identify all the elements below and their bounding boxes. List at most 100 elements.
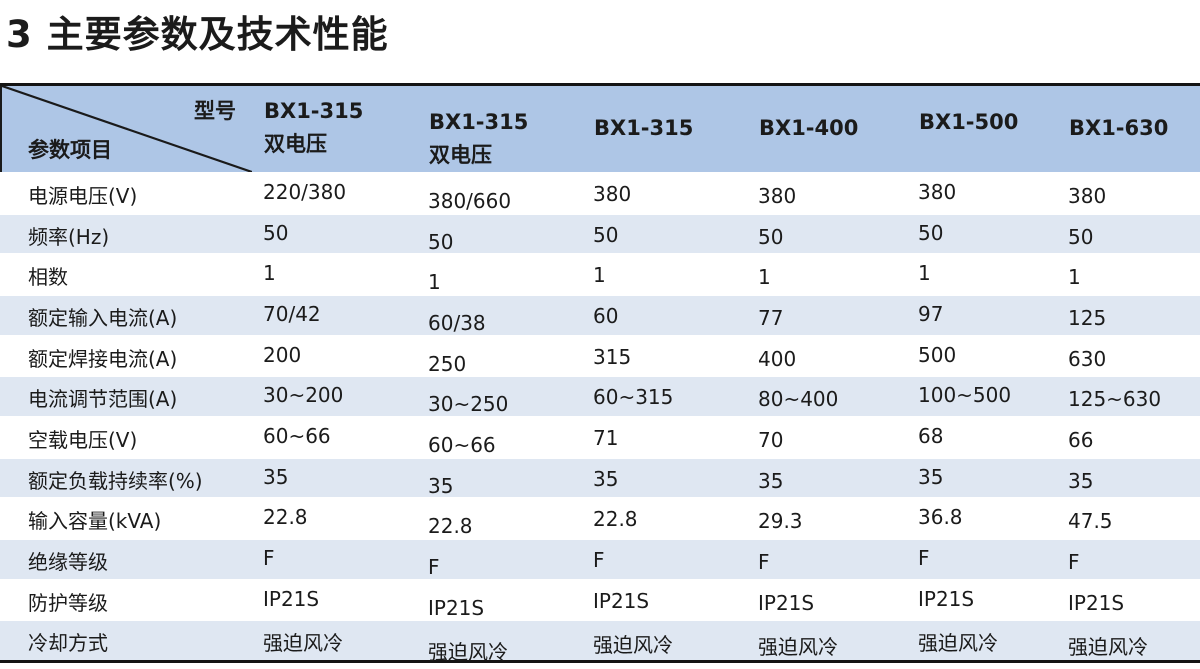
cell-value: 125~630 [1068,387,1162,412]
table-row: 冷却方式 强迫风冷 强迫风冷 强迫风冷 强迫风冷 强迫风冷 强迫风冷 [0,619,1200,664]
cell-value: 35 [758,468,784,493]
cell-value: 1 [758,265,771,290]
table-row: 防护等级 IP21S IP21S IP21S IP21S IP21S IP21S [0,578,1200,620]
cell-value: 60~66 [428,432,496,457]
corner-label-parameter: 参数项目 [28,138,112,162]
cell-value: IP21S [263,586,320,611]
cell-value: 500 [918,342,957,367]
corner-label-model: 型号 [194,99,236,123]
cell-value: 68 [918,423,944,448]
cell-value: 35 [593,466,619,491]
column-header-bx1-630: BX1-630 [1069,116,1169,140]
cell-value: 70 [758,427,784,452]
cell-value: 强迫风冷 [593,633,673,658]
cell-value: 50 [263,220,289,245]
column-header-bx1-315: BX1-315 [594,116,694,140]
cell-value: 220/380 [263,180,347,204]
cell-value: 36.8 [918,505,963,530]
diagonal-divider-line [2,86,252,172]
cell-value: 强迫风冷 [428,640,508,665]
cell-value: 22.8 [428,514,473,539]
cell-value: 380 [593,182,632,206]
cell-value: 29.3 [758,509,803,534]
table-row: 额定输入电流(A) 70/42 60/38 60 77 97 125 [0,293,1200,335]
cell-value: 50 [428,229,454,254]
cell-value: 35 [263,464,289,489]
row-label: 额定负载持续率(%) [28,468,203,493]
cell-value: 50 [918,220,944,245]
column-header-bx1-315-dual-a: BX1-315 双电压 [264,99,364,156]
row-label: 冷却方式 [28,631,108,656]
cell-value: 250 [428,351,467,376]
row-label: 电源电压(V) [28,184,138,208]
table-row: 绝缘等级 F F F F F F [0,537,1200,579]
cell-value: F [918,545,930,570]
cell-value: 380 [918,180,957,204]
cell-value: 强迫风冷 [918,631,998,656]
cell-value: 47.5 [1068,509,1113,534]
column-header-bx1-315-dual-b: BX1-315 双电压 [429,110,529,167]
cell-value: 1 [263,261,276,286]
cell-value: 200 [263,342,302,367]
row-label: 额定输入电流(A) [28,305,178,330]
cell-value: 35 [1068,468,1094,493]
cell-value: 400 [758,346,797,371]
spec-table: 型号 参数项目 BX1-315 双电压 BX1-315 双电压 BX1-315 … [0,83,1200,664]
cell-value: 1 [593,263,606,288]
cell-value: F [263,545,275,570]
page-title: 3 主要参数及技术性能 [6,13,389,56]
cell-value: 35 [918,464,944,489]
cell-value: 97 [918,301,944,326]
cell-value: 60~315 [593,385,674,410]
cell-value: 强迫风冷 [263,631,343,656]
cell-value: 66 [1068,427,1094,452]
cell-value: 30~200 [263,383,344,408]
cell-value: F [1068,549,1080,574]
cell-value: 70/42 [263,301,321,326]
row-label: 空载电压(V) [28,427,138,452]
cell-value: IP21S [918,586,975,611]
row-label: 相数 [28,265,68,290]
cell-value: IP21S [593,588,650,613]
cell-value: 50 [593,222,619,247]
cell-value: 60/38 [428,310,486,335]
table-row: 额定负载持续率(%) 35 35 35 35 35 35 [0,456,1200,498]
table-row: 相数 1 1 1 1 1 1 [0,253,1200,294]
cell-value: 60 [593,303,619,328]
cell-value: IP21S [428,595,485,620]
table-row: 输入容量(kVA) 22.8 22.8 22.8 29.3 36.8 47.5 [0,497,1200,538]
cell-value: 22.8 [593,507,638,532]
row-label: 额定焊接电流(A) [28,346,178,371]
table-row: 频率(Hz) 50 50 50 50 50 50 [0,212,1200,254]
cell-value: IP21S [758,590,815,615]
table-row: 电源电压(V) 220/380 380/660 380 380 380 380 [0,172,1200,213]
row-label: 防护等级 [28,590,108,615]
table-row: 空载电压(V) 60~66 60~66 71 70 68 66 [0,415,1200,457]
table-row: 电流调节范围(A) 30~200 30~250 60~315 80~400 10… [0,375,1200,416]
table-header-row: 型号 参数项目 BX1-315 双电压 BX1-315 双电压 BX1-315 … [0,86,1200,172]
cell-value: F [758,549,770,574]
cell-value: 380 [1068,184,1107,208]
row-label: 频率(Hz) [28,224,110,249]
cell-value: 77 [758,305,784,330]
cell-value: 71 [593,425,619,450]
cell-value: 630 [1068,346,1107,371]
row-label: 输入容量(kVA) [28,509,162,534]
cell-value: 50 [1068,224,1094,249]
cell-value: F [593,547,605,572]
cell-value: 315 [593,344,632,369]
cell-value: 1 [918,261,931,286]
cell-value: 1 [428,270,441,295]
cell-value: 125 [1068,305,1107,330]
cell-value: 380 [758,184,797,208]
cell-value: 80~400 [758,387,839,412]
cell-value: 22.8 [263,505,308,530]
column-header-bx1-500: BX1-500 [919,110,1019,134]
cell-value: 强迫风冷 [758,635,838,660]
cell-value: 1 [1068,265,1081,290]
cell-value: 35 [428,473,454,498]
cell-value: F [428,554,440,579]
cell-value: 30~250 [428,392,509,417]
cell-value: 60~66 [263,423,331,448]
row-label: 电流调节范围(A) [28,387,178,412]
